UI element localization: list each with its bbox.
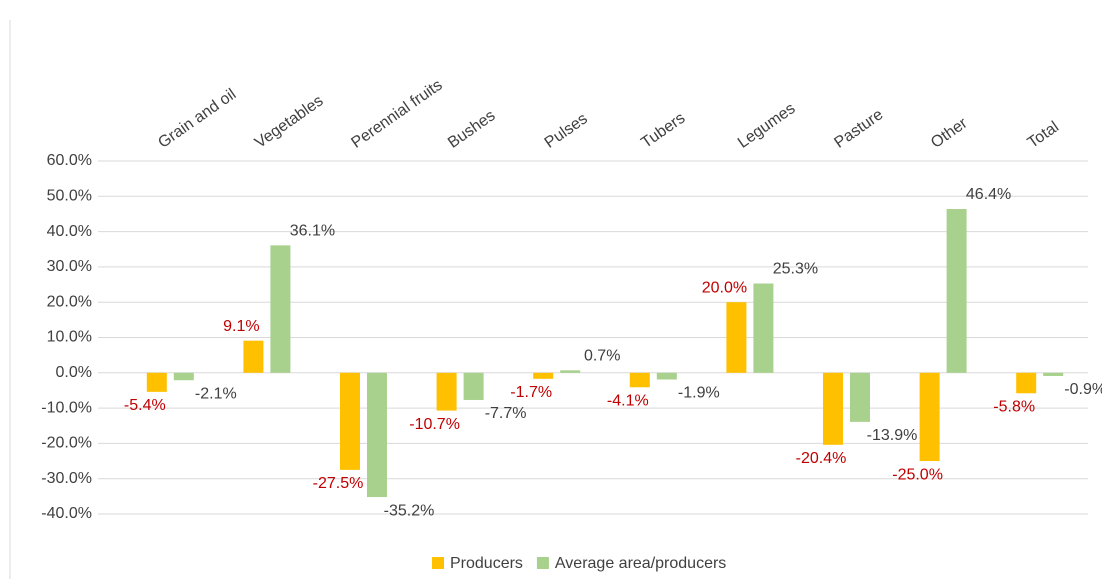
data-label: 0.7% xyxy=(584,348,620,365)
bar xyxy=(946,209,967,373)
x-tick-label: Other xyxy=(928,114,971,151)
y-tick-label: 50.0% xyxy=(47,188,92,205)
data-label: -10.7% xyxy=(409,416,460,433)
legend-label: Average area/producers xyxy=(555,555,726,572)
y-tick-label: -30.0% xyxy=(41,470,92,487)
x-tick-label: Grain and oil xyxy=(155,86,239,152)
y-tick-label: 10.0% xyxy=(47,329,92,346)
bar xyxy=(436,372,457,411)
x-tick-label: Tubers xyxy=(638,110,688,152)
bar xyxy=(463,372,484,400)
data-label: -2.1% xyxy=(195,385,237,402)
bar xyxy=(367,372,387,498)
legend-swatch xyxy=(536,557,549,569)
x-tick-label: Pulses xyxy=(542,110,591,151)
y-tick-label: -10.0% xyxy=(41,399,92,416)
data-label: -0.9% xyxy=(1064,381,1102,398)
data-label: -13.9% xyxy=(867,427,918,444)
bar xyxy=(919,372,940,462)
bar xyxy=(726,302,747,373)
bar xyxy=(146,372,167,392)
data-label: -5.4% xyxy=(124,397,166,414)
data-label: 25.3% xyxy=(773,261,818,278)
x-tick-label: Bushes xyxy=(445,107,498,152)
x-tick-label: Perennial fruits xyxy=(348,77,445,152)
x-tick-label: Vegetables xyxy=(252,92,327,151)
data-label: -5.8% xyxy=(993,398,1035,415)
y-tick-label: 60.0% xyxy=(47,152,92,169)
y-tick-label: 0.0% xyxy=(56,364,92,381)
data-label: 36.1% xyxy=(290,223,335,240)
data-label: -1.9% xyxy=(678,385,720,402)
data-label: 20.0% xyxy=(702,279,747,296)
y-tick-label: 40.0% xyxy=(47,223,92,240)
x-tick-label: Legumes xyxy=(735,100,799,152)
y-tick-label: 30.0% xyxy=(47,258,92,275)
y-tick-label: 20.0% xyxy=(47,293,92,310)
y-tick-label: -20.0% xyxy=(41,435,92,452)
bar xyxy=(656,372,677,380)
data-label: 9.1% xyxy=(223,318,259,335)
bar xyxy=(823,372,843,445)
legend-label: Producers xyxy=(450,555,523,572)
bar xyxy=(173,372,194,381)
data-label: -7.7% xyxy=(485,405,527,422)
bar xyxy=(1016,372,1037,394)
bar xyxy=(340,372,360,470)
data-label: 46.4% xyxy=(966,186,1011,203)
bar xyxy=(270,245,291,373)
y-tick-label: -40.0% xyxy=(41,505,92,522)
bar xyxy=(1043,372,1064,376)
bar xyxy=(753,283,774,373)
data-label: -1.7% xyxy=(510,384,552,401)
bar xyxy=(533,372,554,379)
bar xyxy=(243,340,264,373)
data-label: -25.0% xyxy=(892,466,943,483)
data-label: -20.4% xyxy=(796,450,847,467)
legend-swatch xyxy=(432,557,444,569)
data-label: -35.2% xyxy=(384,502,435,519)
bar xyxy=(629,372,650,388)
data-label: -4.1% xyxy=(607,392,649,409)
x-tick-label: Pasture xyxy=(831,106,886,152)
bar xyxy=(560,370,581,373)
data-label: -27.5% xyxy=(313,475,364,492)
bar xyxy=(850,372,870,422)
x-tick-label: Total xyxy=(1025,118,1062,151)
